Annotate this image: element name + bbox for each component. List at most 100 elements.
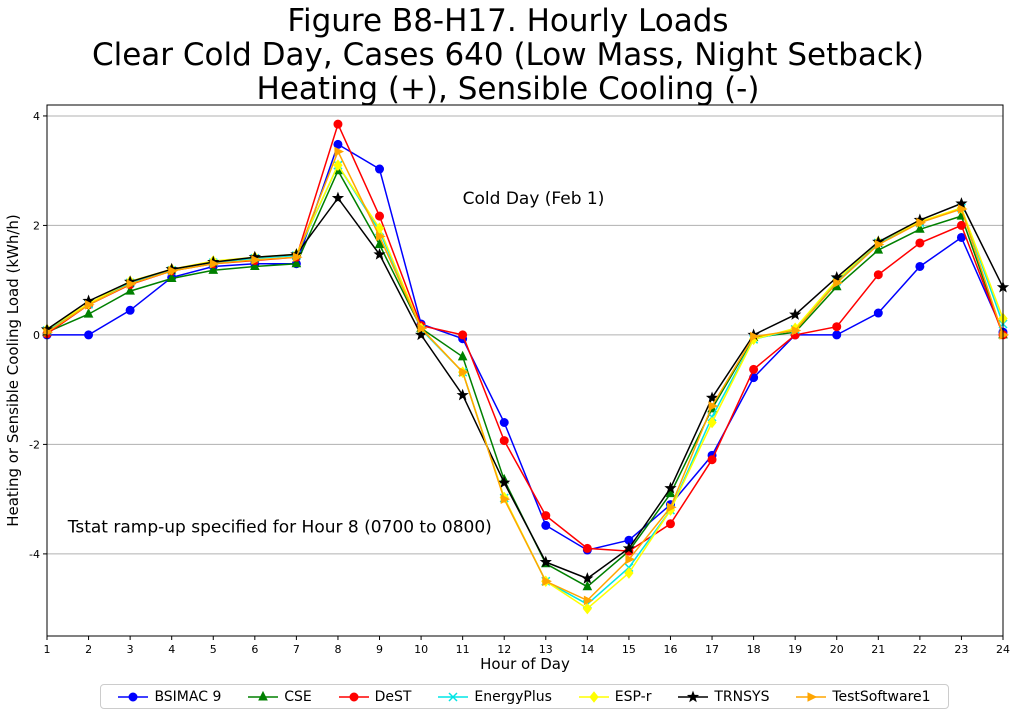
- data-point: [499, 436, 509, 446]
- data-point: [873, 308, 883, 318]
- series-line: [47, 143, 1004, 551]
- data-point: [292, 252, 303, 262]
- annotation-cold-day: Cold Day (Feb 1): [463, 189, 605, 209]
- series-group: [40, 119, 1010, 615]
- data-point: [414, 328, 428, 341]
- data-point: [874, 239, 885, 250]
- data-point: [374, 238, 385, 249]
- data-point: [83, 307, 94, 318]
- chart-title-line-2: Clear Cold Day, Cases 640 (Low Mass, Nig…: [91, 37, 925, 73]
- legend-label: DeST: [374, 688, 412, 705]
- legend-swatch: [338, 692, 369, 701]
- plot-frame: [46, 104, 1004, 637]
- x-tick-label: 23: [954, 643, 968, 656]
- data-point: [582, 602, 592, 615]
- annotation-tstat-ramp: Tstat ramp-up specified for Hour 8 (0700…: [67, 518, 492, 538]
- data-point: [624, 567, 634, 579]
- data-point: [291, 257, 302, 268]
- data-point: [208, 264, 219, 274]
- data-point: [832, 322, 842, 332]
- x-tick-label: 16: [663, 643, 677, 656]
- data-point: [251, 255, 261, 265]
- data-point: [166, 272, 177, 283]
- legend-label: ESP-r: [614, 688, 652, 705]
- legend-marker: [589, 690, 599, 703]
- data-point: [331, 191, 345, 204]
- x-tick-label: 10: [414, 643, 428, 656]
- data-point: [459, 367, 469, 377]
- series-line: [46, 163, 1004, 610]
- data-point: [333, 139, 343, 149]
- data-point: [541, 520, 551, 530]
- legend-swatch: [438, 691, 469, 702]
- data-point: [84, 330, 94, 340]
- x-tick-label: 6: [251, 643, 258, 656]
- x-tick-label: 20: [830, 643, 844, 656]
- x-tick-label: 18: [747, 643, 761, 656]
- data-point: [457, 350, 468, 361]
- data-point: [582, 580, 593, 591]
- data-point: [168, 266, 178, 276]
- series-esp-r: [42, 159, 1008, 615]
- data-point: [458, 330, 468, 340]
- data-point: [498, 476, 511, 488]
- data-point: [664, 481, 677, 494]
- legend-label: BSIMAC 9: [154, 688, 222, 705]
- legend: BSIMAC 9 CSE DeST EnergyPlus ESP-r TRNSYS Test…: [100, 684, 949, 709]
- data-point: [333, 159, 343, 172]
- data-point: [750, 331, 760, 342]
- data-point: [456, 388, 469, 401]
- x-tick-label: 13: [539, 643, 553, 656]
- x-tick-label: 7: [293, 643, 300, 656]
- data-point: [830, 271, 843, 283]
- x-tick-label: 2: [85, 643, 92, 656]
- legend-item: TestSoftware1: [796, 689, 931, 705]
- series-testsoftware1: [43, 146, 1010, 606]
- data-point: [833, 278, 843, 288]
- legend-item: ESP-r: [578, 688, 652, 705]
- data-point: [250, 260, 260, 270]
- data-point: [916, 217, 926, 228]
- x-tick-label: 9: [376, 643, 383, 656]
- data-point: [665, 487, 676, 498]
- x-tick-label: 17: [705, 643, 719, 656]
- data-point: [625, 554, 636, 565]
- legend-item: DeST: [338, 688, 412, 705]
- x-tick-label: 21: [871, 643, 885, 656]
- data-point: [375, 211, 385, 221]
- y-tick-label: 0: [33, 329, 40, 342]
- x-tick-label: 12: [497, 643, 511, 656]
- data-point: [125, 305, 135, 315]
- x-tick-label: 15: [622, 643, 636, 656]
- data-point: [832, 330, 842, 340]
- chart-title-line-3: Heating (+), Sensible Cooling (-): [256, 71, 760, 107]
- data-point: [126, 279, 137, 289]
- data-point: [622, 541, 636, 554]
- x-tick-label: 3: [127, 643, 134, 656]
- y-tick-label: 2: [33, 219, 40, 232]
- x-tick-label: 5: [210, 643, 217, 656]
- x-axis: 1 2 3 4 5 6 7 8 9 10 11 12 13 14 15 16 17 18 19 20 21 22 23 24: [44, 636, 1010, 656]
- data-point: [333, 119, 343, 129]
- legend-swatch: [578, 690, 609, 703]
- chart-title-line-1: Figure B8-H17. Hourly Loads: [287, 3, 729, 39]
- data-point: [705, 391, 719, 404]
- legend-marker: [448, 691, 458, 702]
- data-point: [707, 455, 717, 465]
- x-axis-label: Hour of Day: [480, 655, 570, 673]
- data-point: [542, 576, 552, 587]
- data-point: [376, 231, 386, 242]
- legend-swatch: [118, 692, 149, 701]
- legend-marker: [687, 690, 700, 702]
- legend-label: CSE: [284, 688, 312, 705]
- y-axis: -4 -2 0 2 4: [29, 110, 47, 561]
- data-point: [915, 261, 925, 271]
- data-point: [373, 248, 386, 260]
- data-point: [873, 243, 884, 254]
- x-tick-label: 24: [996, 643, 1010, 656]
- legend-marker: [807, 691, 818, 702]
- x-tick-label: 11: [456, 643, 470, 656]
- x-tick-label: 4: [168, 643, 175, 656]
- series-line: [46, 196, 1004, 580]
